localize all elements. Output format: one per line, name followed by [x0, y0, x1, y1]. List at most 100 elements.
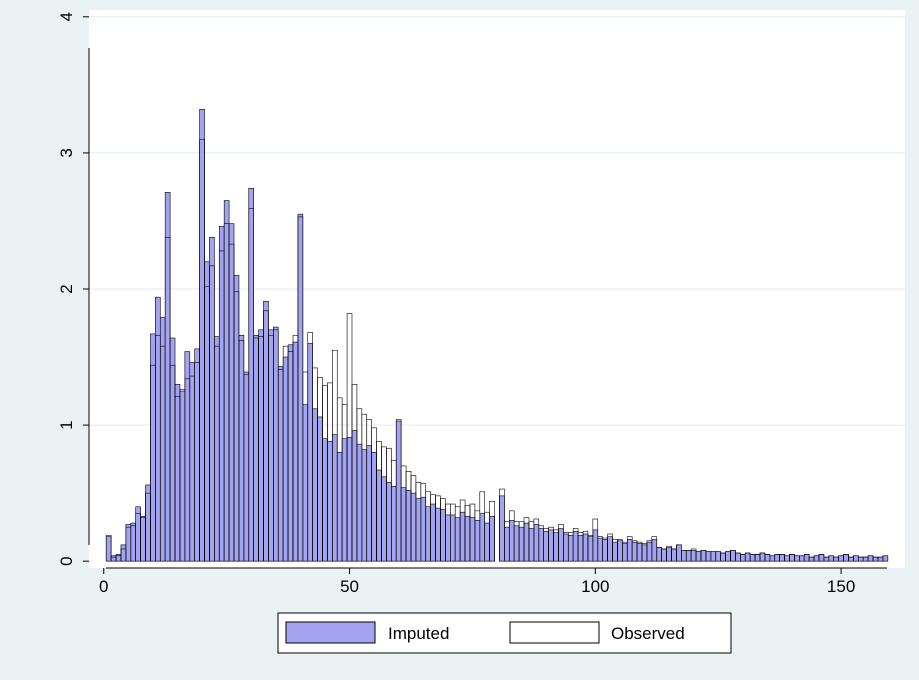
- x-tick-label-3: 150: [827, 577, 855, 596]
- bar-imputed-1: [105, 536, 112, 562]
- bar-imputed-60: [395, 420, 402, 562]
- bar-imputed-5: [125, 524, 132, 562]
- bar-imputed-21: [204, 261, 210, 562]
- bar-imputed-114: [661, 548, 667, 562]
- bar-imputed-43: [312, 408, 318, 562]
- bar-imputed-98: [582, 533, 589, 562]
- bar-imputed-110: [641, 544, 648, 562]
- bar-imputed-92: [553, 532, 559, 562]
- bar-imputed-144: [808, 556, 815, 562]
- bar-imputed-46: [327, 441, 333, 562]
- bar-imputed-116: [671, 548, 677, 562]
- bar-imputed-94: [563, 533, 569, 562]
- bar-imputed-27: [233, 275, 240, 562]
- bar-imputed-128: [730, 550, 736, 562]
- bar-imputed-53: [361, 449, 368, 562]
- legend-swatch-imputed: [285, 621, 376, 644]
- y-tick-label-3: 3: [57, 148, 76, 157]
- bar-imputed-33: [263, 300, 269, 562]
- bar-imputed-6: [130, 522, 136, 562]
- bar-imputed-58: [386, 481, 392, 562]
- bar-imputed-25: [223, 200, 230, 562]
- bar-imputed-7: [135, 506, 141, 562]
- bar-imputed-106: [622, 543, 628, 562]
- bar-observed-1: [105, 535, 112, 562]
- bar-imputed-130: [740, 554, 746, 562]
- bar-imputed-122: [700, 550, 707, 562]
- y-tick-label-4: 4: [57, 12, 76, 21]
- bar-imputed-50: [346, 437, 353, 562]
- bar-imputed-19: [194, 348, 200, 562]
- bar-imputed-140: [789, 554, 795, 562]
- bar-imputed-145: [813, 555, 820, 562]
- bar-imputed-42: [307, 343, 313, 562]
- bar-imputed-79: [489, 515, 495, 562]
- bar-imputed-61: [400, 487, 407, 562]
- bar-imputed-90: [543, 530, 549, 562]
- bar-imputed-77: [479, 513, 486, 562]
- bar-imputed-26: [228, 223, 235, 562]
- bar-imputed-32: [258, 329, 264, 562]
- bar-imputed-117: [676, 544, 682, 562]
- bar-imputed-149: [833, 556, 839, 562]
- bar-imputed-41: [302, 404, 309, 562]
- bar-imputed-124: [710, 551, 717, 562]
- bar-imputed-16: [179, 390, 186, 562]
- bar-imputed-156: [867, 555, 874, 562]
- bar-imputed-56: [376, 469, 382, 562]
- bar-imputed-131: [744, 552, 751, 562]
- bar-imputed-139: [784, 555, 790, 562]
- bar-imputed-44: [317, 416, 323, 562]
- bar-imputed-120: [690, 550, 697, 562]
- bar-imputed-105: [617, 540, 623, 562]
- bar-imputed-89: [538, 528, 544, 562]
- bar-imputed-8: [140, 515, 146, 562]
- bar-imputed-9: [145, 484, 151, 562]
- bar-imputed-31: [253, 334, 259, 562]
- bar-imputed-75: [469, 517, 476, 562]
- bar-imputed-15: [174, 383, 181, 562]
- bar-imputed-55: [371, 452, 377, 562]
- bar-imputed-48: [336, 452, 343, 562]
- bar-imputed-121: [695, 551, 702, 562]
- bar-imputed-4: [120, 544, 127, 562]
- bar-imputed-74: [464, 515, 471, 562]
- bar-imputed-62: [405, 490, 412, 562]
- bar-imputed-3: [115, 554, 122, 562]
- bar-imputed-135: [764, 554, 771, 562]
- bar-imputed-157: [872, 556, 879, 562]
- bar-imputed-102: [602, 539, 608, 562]
- bar-imputed-71: [450, 514, 456, 562]
- bar-imputed-22: [209, 236, 215, 562]
- y-tick-label-2: 2: [57, 284, 76, 293]
- bar-imputed-70: [445, 514, 451, 562]
- x-tick-label-1: 50: [340, 577, 359, 596]
- bar-imputed-2: [110, 555, 117, 562]
- bar-imputed-99: [587, 536, 594, 562]
- bar-imputed-28: [238, 334, 245, 562]
- bar-imputed-76: [474, 520, 481, 562]
- bar-imputed-129: [735, 552, 741, 562]
- bar-imputed-132: [749, 554, 756, 562]
- bar-imputed-73: [459, 511, 466, 562]
- bar-imputed-112: [651, 539, 658, 562]
- bar-imputed-100: [592, 529, 599, 562]
- y-tick-label-0: 0: [57, 556, 76, 565]
- bar-imputed-63: [410, 492, 417, 562]
- bar-imputed-111: [646, 541, 653, 562]
- bar-imputed-134: [759, 552, 766, 562]
- bar-imputed-29: [243, 371, 250, 562]
- bar-imputed-151: [843, 554, 849, 562]
- bar-imputed-146: [818, 554, 825, 562]
- bar-observed-79: [489, 501, 495, 562]
- bar-imputed-143: [803, 554, 810, 562]
- bar-imputed-85: [518, 526, 525, 562]
- bar-imputed-86: [523, 522, 530, 562]
- y-axis: 0 1 2 3 4: [57, 12, 90, 566]
- x-axis: 0 50 100 150: [99, 567, 887, 596]
- bar-imputed-133: [754, 554, 761, 562]
- bar-imputed-81: [499, 495, 505, 562]
- bar-imputed-38: [287, 344, 294, 562]
- legend-label-observed: Observed: [611, 624, 685, 643]
